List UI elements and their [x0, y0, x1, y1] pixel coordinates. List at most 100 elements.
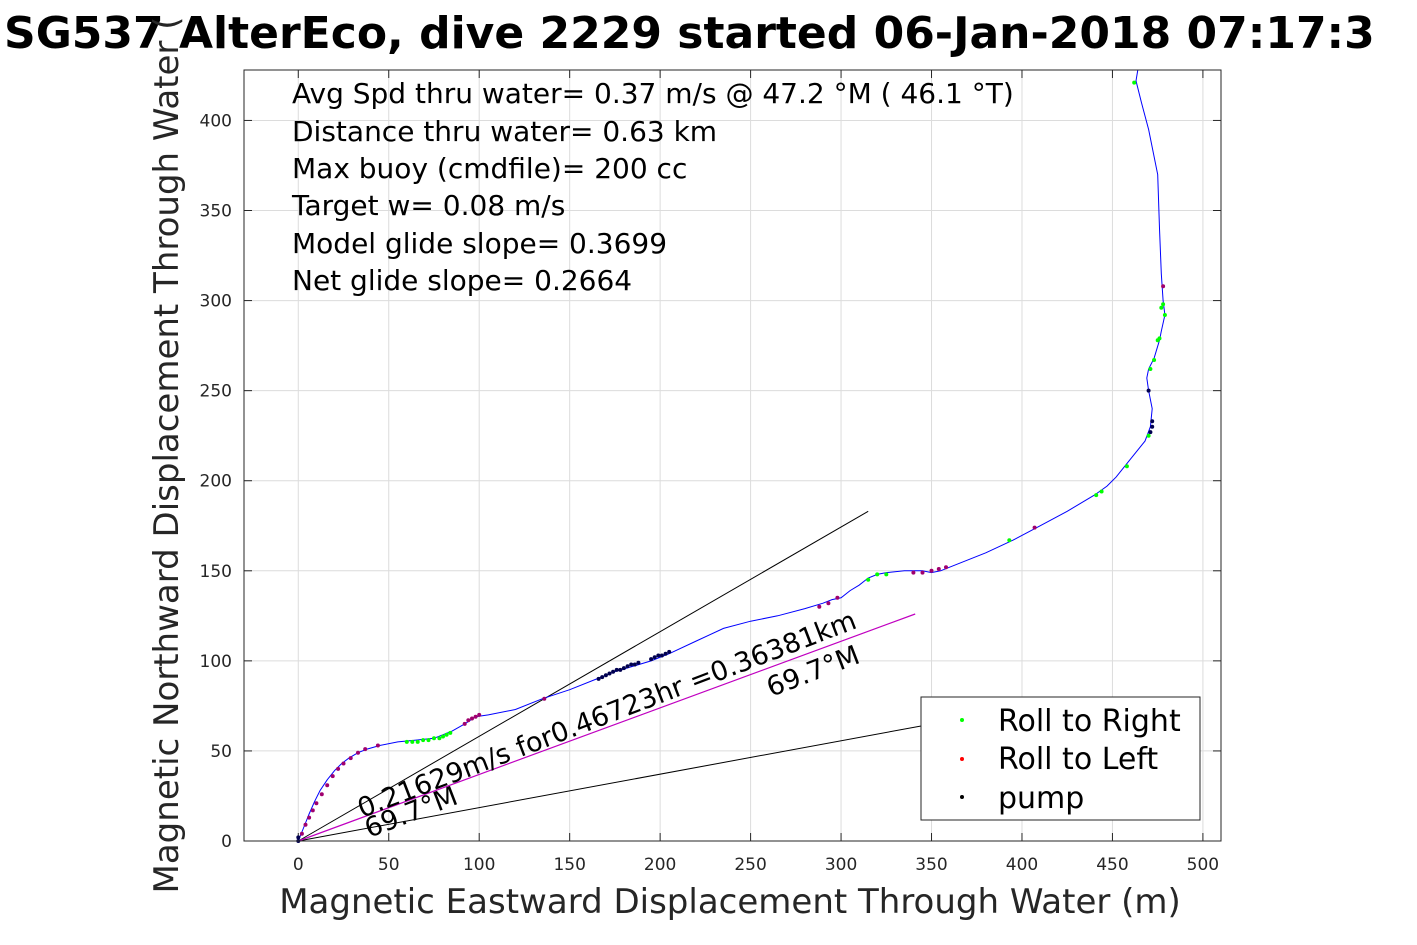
legend-label-pump: pump	[998, 781, 1084, 816]
pump-point	[607, 671, 612, 676]
pump-point	[649, 657, 654, 662]
roll-right-point	[1146, 433, 1151, 438]
x-tick-label: 0	[293, 855, 304, 875]
y-tick-label: 0	[221, 832, 232, 852]
roll-left-point	[303, 822, 308, 827]
y-tick-label: 200	[200, 472, 232, 492]
roll-right-point	[1159, 305, 1164, 310]
roll-right-point	[410, 739, 415, 744]
pump-point	[614, 667, 619, 672]
y-tick-label: 50	[210, 742, 232, 762]
pump-point	[1146, 388, 1151, 393]
roll-right-point	[1094, 493, 1099, 498]
pump-point	[629, 662, 634, 667]
roll-left-point	[826, 601, 831, 606]
x-tick-label: 100	[463, 855, 495, 875]
info-model-glide-slope: Model glide slope= 0.3699	[292, 227, 667, 260]
roll-right-point	[432, 736, 436, 741]
roll-left-point	[319, 792, 324, 797]
roll-right-point	[1148, 367, 1153, 371]
pump-point	[618, 667, 623, 672]
roll-right-point	[1124, 464, 1129, 469]
y-axis-label: Magnetic Northward Displacement Through …	[147, 17, 187, 894]
heading-line-shallow	[298, 725, 923, 842]
roll-left-point	[470, 716, 474, 721]
roll-left-point	[477, 712, 482, 717]
roll-left-point	[1161, 284, 1166, 289]
pump-point	[296, 835, 301, 840]
roll-left-point	[1032, 525, 1037, 530]
roll-left-point	[944, 565, 948, 570]
legend-label-roll-left: Roll to Left	[998, 742, 1158, 777]
pump-point	[632, 662, 637, 667]
roll-left-point	[356, 750, 360, 755]
roll-left-point	[936, 567, 941, 571]
legend-marker-roll-left	[960, 757, 964, 761]
roll-left-point	[542, 696, 547, 701]
roll-left-point	[817, 604, 822, 609]
legend-marker-pump	[960, 795, 964, 799]
series-layer	[296, 69, 1167, 843]
info-target-w: Target w= 0.08 m/s	[291, 189, 565, 222]
y-tick-label: 150	[200, 562, 232, 582]
roll-left-point	[375, 743, 380, 748]
roll-left-point	[314, 801, 319, 806]
roll-left-point	[310, 808, 315, 813]
legend: Roll to Right Roll to Left pump	[920, 696, 1201, 821]
pump-point	[663, 651, 668, 656]
roll-left-point	[920, 570, 925, 575]
roll-left-point	[835, 595, 840, 600]
roll-right-point	[875, 572, 880, 577]
pump-point	[621, 666, 626, 671]
roll-right-point	[404, 739, 409, 744]
roll-right-point	[1152, 358, 1157, 362]
y-tick-label: 400	[200, 111, 232, 131]
y-tick-label: 100	[200, 652, 232, 672]
legend-box	[920, 696, 1201, 821]
x-tick-label: 150	[553, 855, 585, 875]
axis-ticks	[244, 70, 1221, 842]
x-tick-label: 450	[1096, 855, 1128, 875]
roll-right-point	[884, 572, 889, 577]
roll-right-point	[415, 739, 420, 744]
roll-left-point	[348, 756, 353, 761]
info-block: Avg Spd thru water= 0.37 m/s @ 47.2 °M (…	[291, 77, 1014, 297]
roll-left-point	[325, 783, 330, 788]
roll-left-point	[929, 568, 934, 573]
roll-left-point	[307, 815, 312, 820]
x-tick-label: 500	[1187, 855, 1219, 875]
pump-point	[659, 653, 664, 658]
pump-point	[656, 653, 661, 658]
pump-point	[1150, 424, 1155, 429]
pump-point	[611, 669, 616, 674]
pump-point	[1148, 430, 1153, 435]
pump-point	[603, 673, 608, 678]
roll-left-point	[363, 747, 368, 752]
info-max-buoy: Max buoy (cmdfile)= 200 cc	[292, 152, 687, 185]
x-tick-label: 400	[1006, 855, 1038, 875]
roll-left-point	[466, 718, 471, 723]
roll-right-point	[437, 736, 442, 741]
roll-right-point	[1099, 489, 1104, 494]
pump-point	[652, 655, 657, 660]
roll-right-point	[448, 730, 453, 735]
roll-right-point	[866, 577, 871, 582]
roll-left-point	[473, 714, 478, 719]
pump-point	[1150, 419, 1155, 424]
roll-right-point	[1132, 80, 1137, 85]
roll-left-point	[911, 570, 916, 575]
roll-left-point	[462, 721, 467, 726]
y-tick-label: 250	[200, 382, 232, 402]
roll-right-point	[426, 738, 431, 743]
roll-right-point	[1007, 538, 1012, 543]
roll-right-point	[421, 738, 426, 743]
roll-right-point	[1157, 336, 1162, 341]
tick-labels: 0 50 100 150 200 250 300 350 400 450 500 0 50 100 150 2…	[200, 111, 1220, 875]
x-tick-label: 50	[378, 855, 400, 875]
pump-point	[667, 649, 672, 654]
x-tick-label: 200	[644, 855, 676, 875]
info-avg-speed: Avg Spd thru water= 0.37 m/s @ 47.2 °M (…	[292, 77, 1014, 110]
roll-left-point	[299, 831, 304, 836]
x-tick-label: 250	[734, 855, 766, 875]
